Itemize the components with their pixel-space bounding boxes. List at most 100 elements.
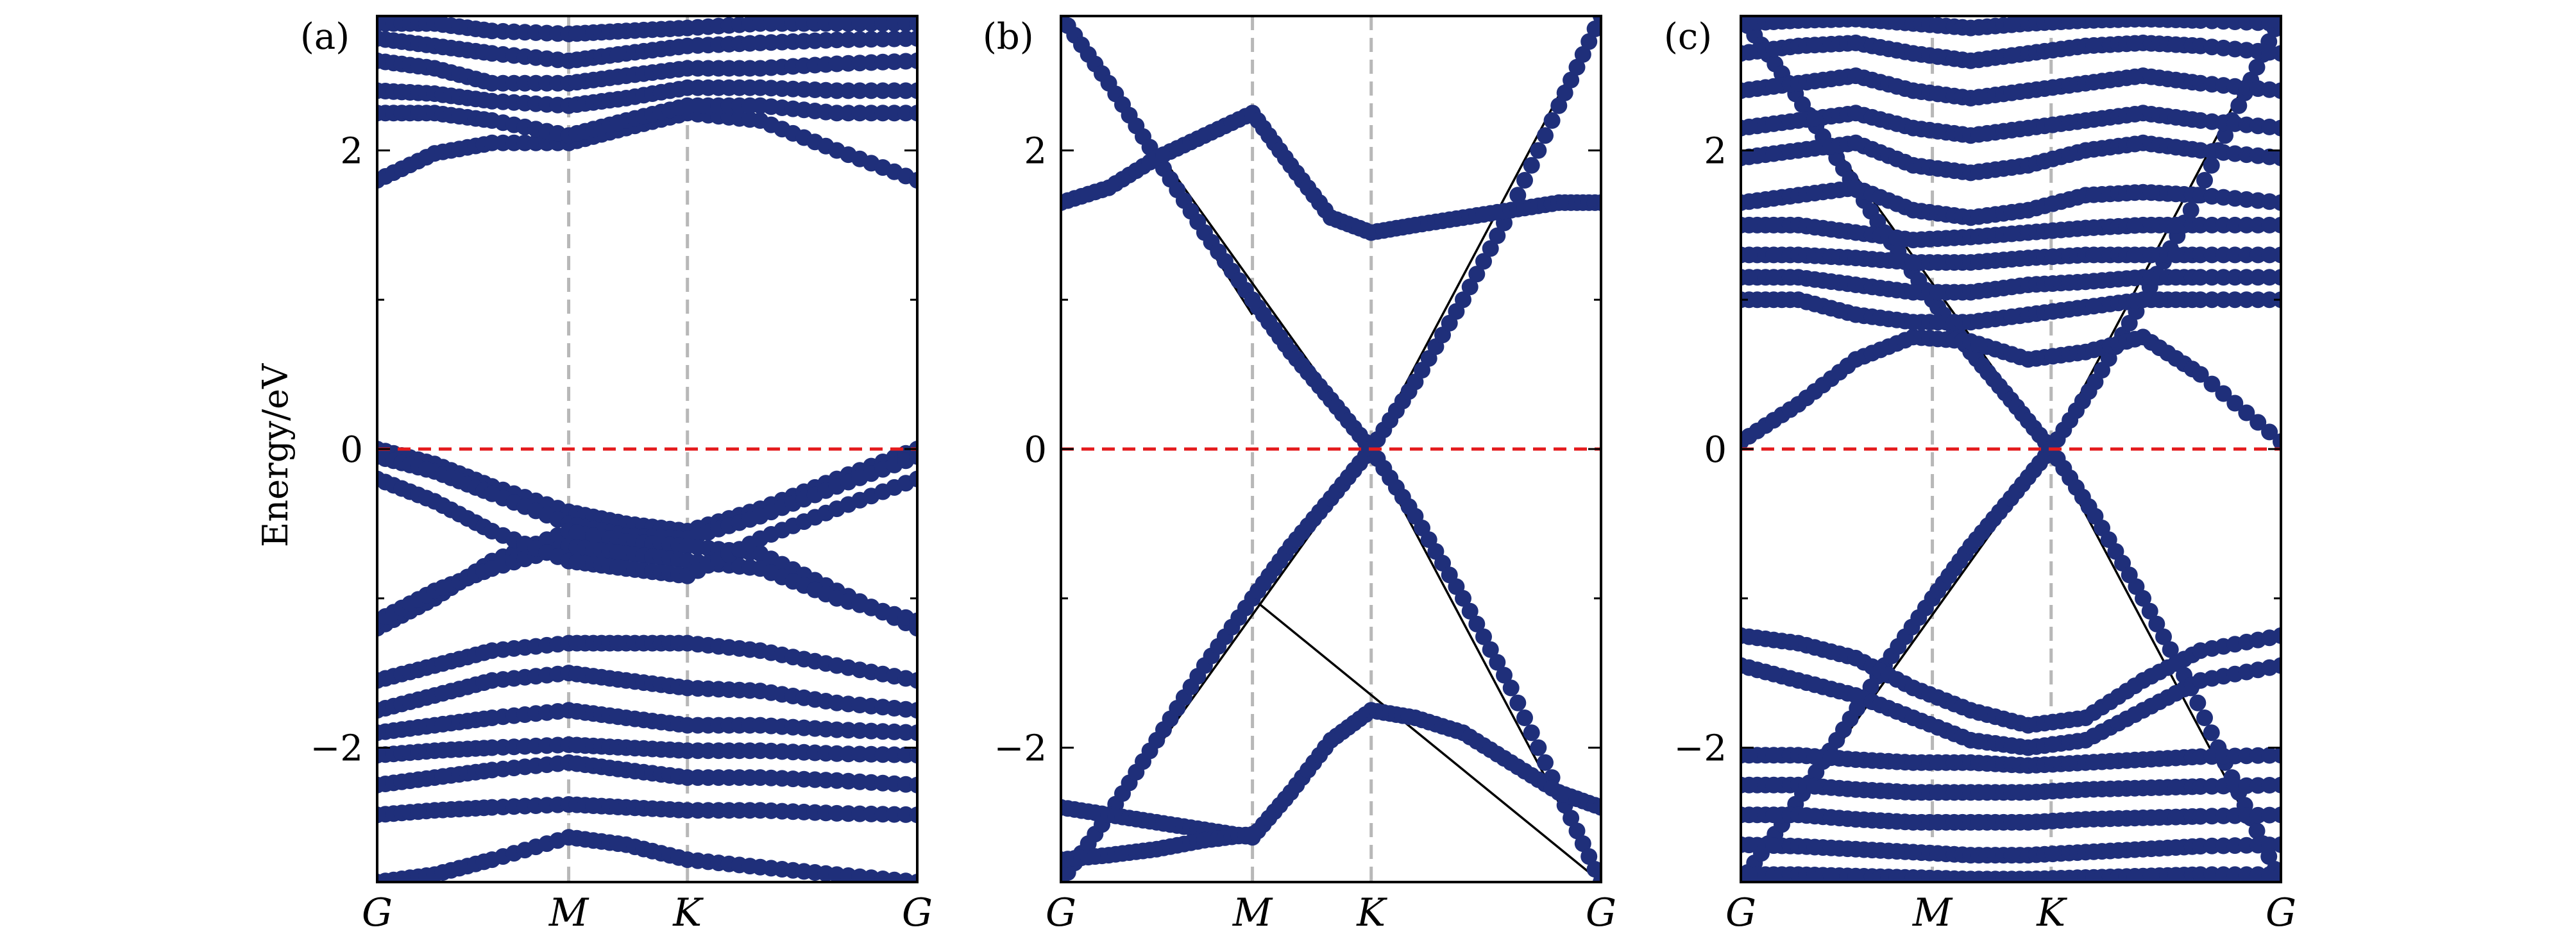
band-marker [897,82,915,99]
band-marker [2273,246,2281,264]
band-marker [2192,269,2209,286]
band-marker [1593,874,1601,882]
band-marker [2226,395,2244,412]
band-marker [909,16,917,32]
x-tick-label: M [548,890,589,935]
panel-plot-area [1061,16,1601,882]
band-marker [2226,216,2244,234]
band-marker [2273,149,2281,167]
y-tick-label: 2 [340,130,363,172]
band-marker [909,30,917,47]
band-marker [2215,246,2232,264]
band-marker [863,82,880,99]
band-marker [2196,709,2213,726]
band-marker [2192,216,2209,234]
band-marker [1550,97,1568,114]
band-marker [1563,810,1580,827]
band-marker [2273,216,2281,234]
band-marker [2273,657,2281,674]
band-marker [909,448,917,465]
panel-3: −2 0 2 G M K G (c) [1664,15,2296,935]
band-marker [1580,33,1598,50]
band-marker [2203,216,2221,234]
band-marker [828,105,845,122]
band-marker [2141,602,2158,620]
band-marker [2248,822,2266,840]
band-marker [909,172,917,189]
band-marker [909,470,917,488]
y-axis-label: Energy/eV [255,363,296,547]
band-marker [2248,58,2266,76]
panel-label: (b) [983,16,1034,58]
panel-2: −2 0 2 G M K G (b) [983,15,1616,935]
band-marker [2261,246,2278,264]
y-tick-label: −2 [310,728,363,770]
band-marker [1574,835,1591,853]
band-marker [2273,45,2281,62]
band-marker [1593,194,1601,211]
band-marker [1586,861,1601,878]
x-tick-label: G [902,890,933,935]
band-marker [840,82,857,99]
band-marker [863,31,880,48]
band-marker [2226,807,2244,824]
band-marker [2226,246,2244,264]
band-marker [1482,641,1499,658]
x-tick-label: G [1725,890,1756,935]
band-marker [909,672,917,689]
band-marker [2189,694,2207,711]
band-marker [2203,157,2220,174]
band-marker [1568,822,1586,840]
band-marker [874,105,892,122]
band-marker [1468,615,1486,633]
band-marker [851,82,869,99]
band-marker [1580,848,1598,865]
band-marker [1455,590,1471,607]
band-marker [2273,82,2281,99]
band-marker [909,806,917,824]
band-marker [909,105,917,122]
panel-plot-area [377,16,917,882]
band-marker [909,747,917,764]
band-marker [1516,172,1533,189]
band-marker [2238,404,2255,421]
band-marker [2192,366,2209,383]
band-marker [2203,246,2221,264]
band-marker [1475,628,1492,645]
band-marker [909,724,917,742]
band-marker [2238,291,2255,309]
band-marker [2217,127,2233,144]
band-marker [909,874,917,882]
band-marker [1496,667,1513,684]
band-marker [2273,194,2281,211]
y-tick-label: 2 [1024,130,1047,172]
x-tick-label: K [1356,890,1387,935]
band-marker [1530,739,1547,756]
band-marker [2261,269,2278,286]
band-marker [2203,291,2221,309]
band-marker [863,805,880,822]
band-marker [909,52,917,69]
band-marker [2250,246,2267,264]
band-marker [1593,16,1601,24]
band-marker [1568,58,1586,76]
band-marker [1556,84,1573,101]
band-marker [2238,216,2255,234]
y-tick-label: 2 [1704,130,1727,172]
band-marker [909,82,917,99]
band-marker [2250,291,2267,309]
band-marker [851,105,869,122]
y-tick-label: 0 [1704,429,1727,471]
band-marker [2196,172,2213,189]
band-marker [2203,724,2220,742]
band-marker [2250,269,2267,286]
band-marker [1468,266,1486,283]
band-marker [1523,724,1540,742]
band-marker [1455,291,1471,309]
band-marker [909,776,917,794]
band-marker [2273,776,2281,794]
y-tick-label: 0 [1024,429,1047,471]
x-tick-label: G [2266,890,2296,935]
band-marker [2162,641,2179,658]
